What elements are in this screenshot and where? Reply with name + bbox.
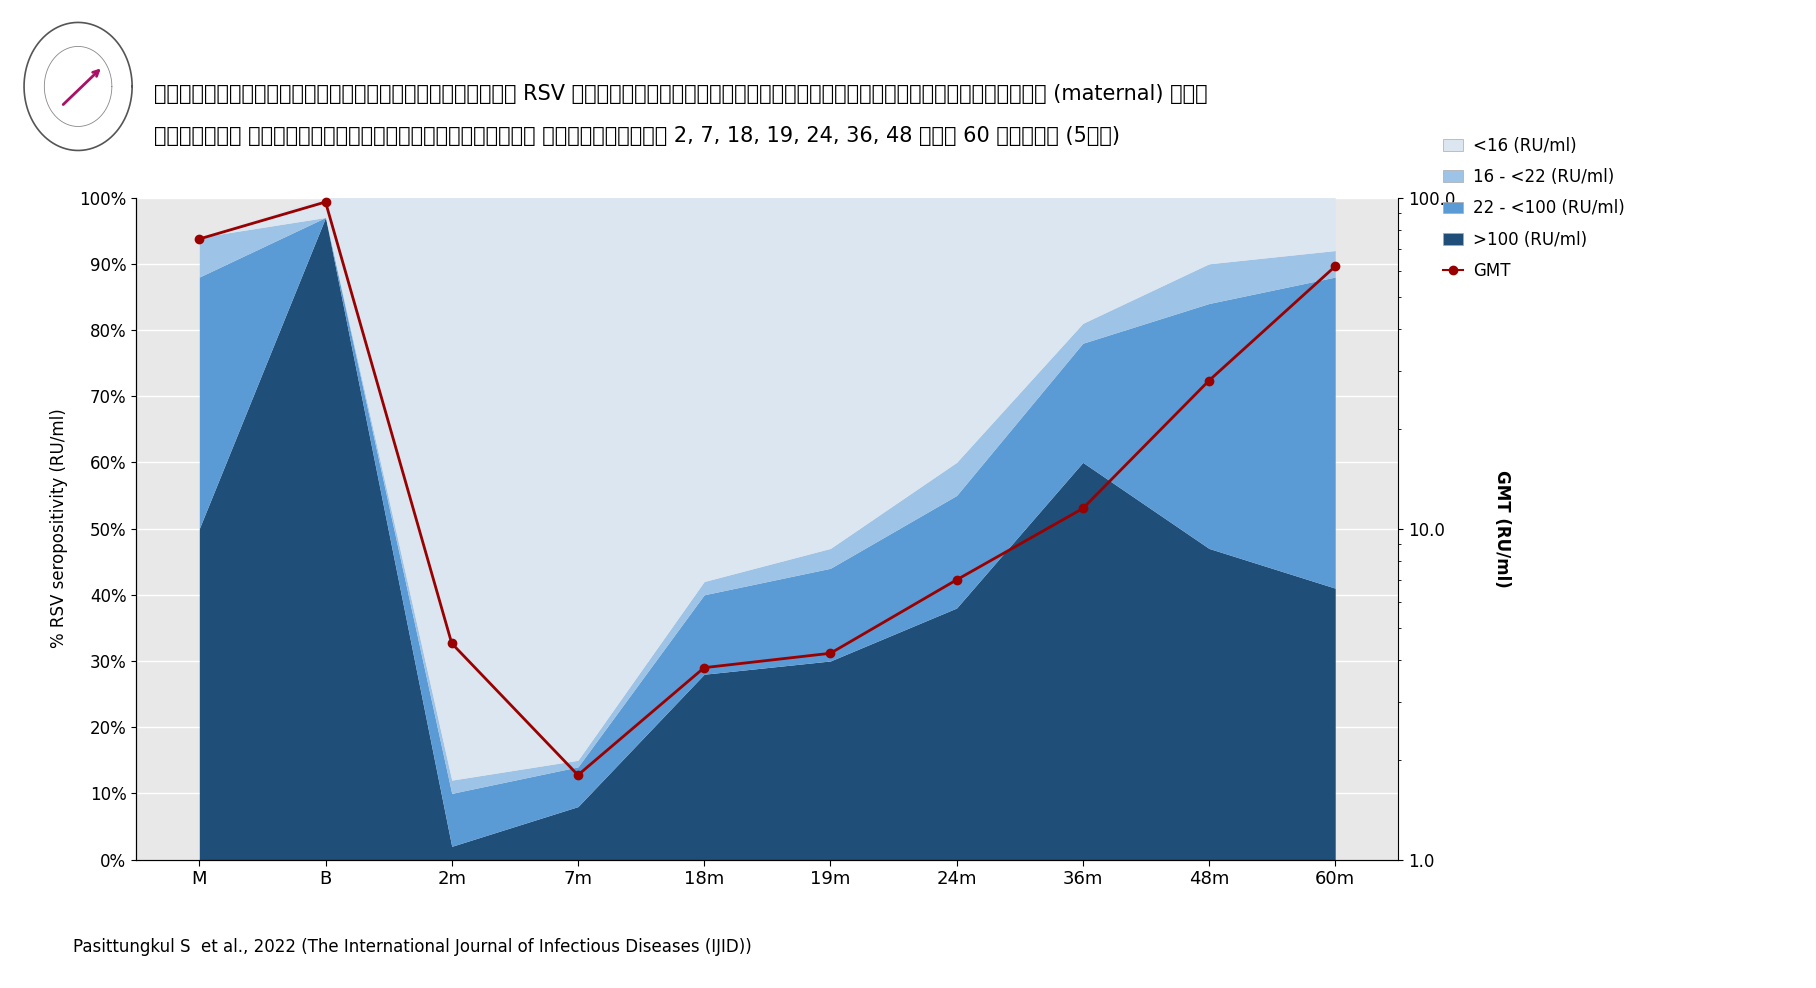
- Legend: <16 (RU/ml), 16 - <22 (RU/ml), 22 - <100 (RU/ml), >100 (RU/ml), GMT: <16 (RU/ml), 16 - <22 (RU/ml), 22 - <100…: [1444, 136, 1625, 281]
- Text: ระดับภูมิต้านทานต่อเชื้อไวรัส RSV ของหญิงตั้งครรภ์ชาวไทยที่เก็บในวันคลอด (matern: ระดับภูมิต้านทานต่อเชื้อไวรัส RSV ของหญิ…: [154, 84, 1208, 104]
- Y-axis label: GMT (RU/ml): GMT (RU/ml): [1493, 469, 1511, 588]
- Y-axis label: % RSV seropositivity (RU/ml): % RSV seropositivity (RU/ml): [51, 409, 69, 648]
- Text: เด็กไทย โดยติดตามตั้งแต่แรกเกิด และที่อายุ 2, 7, 18, 19, 24, 36, 48 และ 60 เดือน: เด็กไทย โดยติดตามตั้งแต่แรกเกิด และที่อา…: [154, 126, 1120, 146]
- Text: Pasittungkul S  et al., 2022 (The International Journal of Infectious Diseases (: Pasittungkul S et al., 2022 (The Interna…: [73, 939, 752, 956]
